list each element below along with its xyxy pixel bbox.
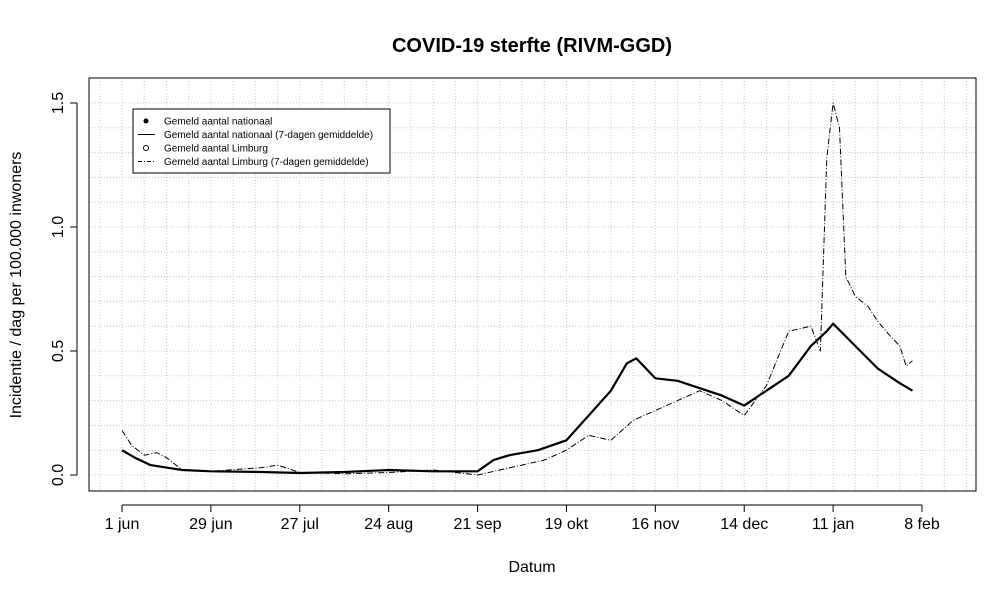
legend: Gemeld aantal nationaal Gemeld aantal nat… <box>132 108 391 174</box>
y-axis-title: Incidentie / dag per 100.000 inwoners <box>8 152 25 419</box>
x-tick-label: 1 jun <box>105 516 140 533</box>
y-tick-label: 0.0 <box>50 464 67 486</box>
legend-label: Gemeld aantal nationaal (7-dagen gemidde… <box>164 130 373 141</box>
y-axis: 0.0 0.5 1.0 1.5 <box>50 92 78 486</box>
legend-label: Gemeld aantal Limburg (7-dagen gemiddeld… <box>164 157 369 168</box>
x-tick-label: 14 dec <box>720 516 768 533</box>
x-tick-label: 11 jan <box>812 516 854 533</box>
legend-label: Gemeld aantal nationaal <box>164 117 272 128</box>
series-line-national <box>121 322 914 475</box>
x-axis-title: Datum <box>508 559 555 576</box>
y-tick-label: 1.0 <box>50 216 67 238</box>
legend-symbol-open-circle <box>143 145 149 151</box>
legend-symbol-filled-dot <box>143 118 149 124</box>
x-axis: 1 jun 29 jun 27 jul 24 aug 21 sep 19 okt 16 no… <box>105 504 940 533</box>
x-tick-label: 21 sep <box>454 516 502 533</box>
legend-label: Gemeld aantal Limburg <box>164 144 268 155</box>
series-line-limburg <box>121 102 913 476</box>
x-tick-label: 27 jul <box>281 516 319 533</box>
x-tick-label: 16 nov <box>631 516 679 533</box>
series-layer <box>121 102 914 476</box>
plot-frame <box>88 77 977 492</box>
legend-box <box>132 108 391 174</box>
x-tick-label: 8 feb <box>904 516 940 533</box>
x-tick-label: 29 jun <box>189 516 233 533</box>
x-tick-label: 19 okt <box>545 516 589 533</box>
y-tick-label: 0.5 <box>50 340 67 362</box>
chart-title: COVID-19 sterfte (RIVM-GGD) <box>392 35 672 57</box>
y-tick-label: 1.5 <box>50 92 67 114</box>
grid <box>89 78 976 491</box>
x-tick-label: 24 aug <box>364 516 413 533</box>
